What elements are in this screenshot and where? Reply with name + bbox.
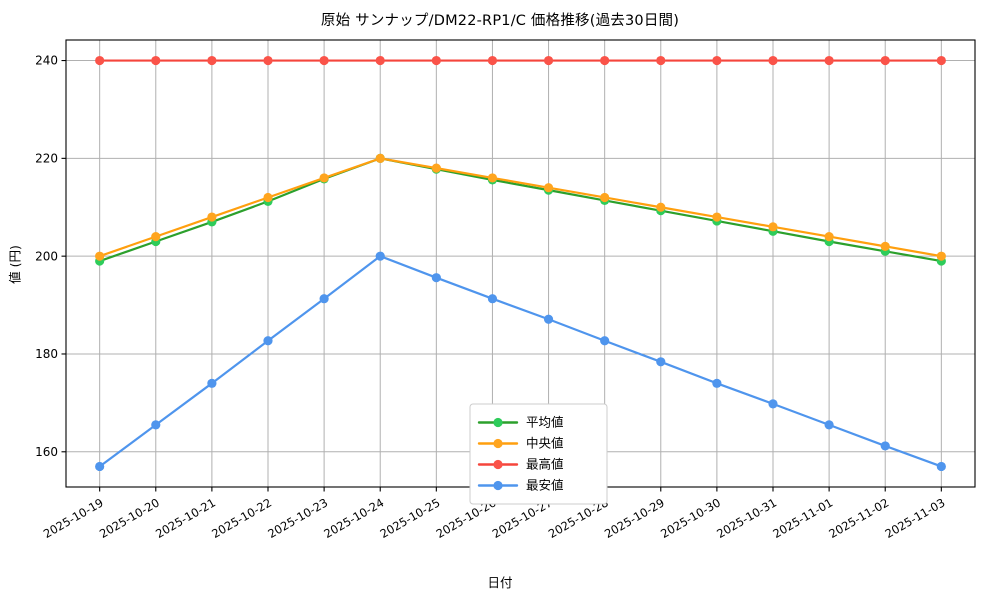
x-tick-label: 2025-11-01 <box>770 495 835 541</box>
data-point-marker <box>768 55 778 66</box>
x-tick-label: 2025-10-30 <box>658 495 723 541</box>
y-tick-label: 240 <box>35 54 58 68</box>
data-point-marker <box>207 212 217 222</box>
data-point-marker <box>712 378 722 388</box>
x-tick-label: 2025-10-29 <box>602 495 667 541</box>
data-point-marker <box>936 251 946 261</box>
y-tick-label: 220 <box>35 152 58 166</box>
legend-item-最高値[interactable]: 最高値 <box>477 457 564 472</box>
data-point-marker <box>207 378 217 388</box>
data-point-marker <box>375 251 385 261</box>
data-point-marker <box>431 273 441 283</box>
y-axis-ticks: 160 180 200 220 240 <box>35 54 66 459</box>
x-tick-label: 2025-10-22 <box>209 495 274 541</box>
data-point-marker <box>824 55 834 66</box>
x-axis-label: 日付 <box>487 575 513 590</box>
chart-title: 原始 サンナップ/DM22-RP1/C 価格推移(過去30日間) <box>320 13 680 29</box>
series-最高値 <box>95 55 946 66</box>
data-point-marker <box>95 55 105 66</box>
series-line <box>98 157 943 263</box>
x-tick-label: 2025-10-24 <box>321 495 386 541</box>
x-tick-label: 2025-10-19 <box>41 495 106 541</box>
data-point-marker <box>543 55 554 66</box>
legend-swatch-marker <box>493 459 503 470</box>
x-tick-label: 2025-11-02 <box>826 495 891 541</box>
data-point-marker <box>936 461 946 472</box>
data-point-marker <box>319 55 329 66</box>
y-tick-label: 180 <box>35 347 58 361</box>
series-平均値 <box>95 153 946 266</box>
data-point-marker <box>543 314 554 324</box>
data-point-marker <box>207 55 217 66</box>
data-point-marker <box>712 55 722 66</box>
data-point-marker <box>824 232 834 242</box>
y-axis-label: 値 (円) <box>7 245 23 284</box>
y-tick-label: 160 <box>35 445 58 459</box>
legend-label: 最高値 <box>526 457 564 472</box>
legend-swatch-marker <box>493 480 503 491</box>
data-point-marker <box>151 420 161 430</box>
data-point-marker <box>431 163 441 173</box>
data-point-marker <box>768 222 778 232</box>
data-point-marker <box>375 55 385 66</box>
data-point-marker <box>487 55 498 66</box>
data-point-marker <box>487 294 498 304</box>
legend-swatch-marker <box>493 438 503 449</box>
series-最安値 <box>95 251 946 472</box>
data-point-marker <box>600 192 610 203</box>
data-point-marker <box>656 357 666 367</box>
legend-background <box>469 403 608 505</box>
legend-item-最安値[interactable]: 最安値 <box>477 478 564 493</box>
data-point-marker <box>263 55 273 66</box>
legend-swatch-marker <box>493 417 503 428</box>
data-point-marker <box>600 336 610 346</box>
data-point-marker <box>375 153 385 163</box>
data-point-marker <box>319 173 329 183</box>
series-line <box>98 255 943 468</box>
x-tick-label: 2025-11-03 <box>883 495 948 541</box>
data-point-marker <box>880 441 890 451</box>
data-point-marker <box>431 55 441 66</box>
data-point-marker <box>263 192 273 203</box>
x-tick-label: 2025-10-20 <box>97 495 162 541</box>
data-series-group <box>95 55 946 472</box>
legend-item-平均値[interactable]: 平均値 <box>477 415 564 430</box>
data-point-marker <box>880 55 890 66</box>
data-point-marker <box>151 232 161 242</box>
data-point-marker <box>95 251 105 261</box>
series-中央値 <box>95 153 946 261</box>
gridlines <box>66 40 975 487</box>
x-tick-label: 2025-10-25 <box>378 495 443 541</box>
data-point-marker <box>712 212 722 222</box>
data-point-marker <box>656 55 666 66</box>
data-point-marker <box>600 55 610 66</box>
legend-label: 中央値 <box>526 436 564 451</box>
data-point-marker <box>487 173 498 183</box>
legend-label: 平均値 <box>526 415 564 430</box>
data-point-marker <box>936 55 946 66</box>
x-tick-label: 2025-10-23 <box>265 495 330 541</box>
data-point-marker <box>151 55 161 66</box>
x-tick-label: 2025-10-31 <box>714 495 779 541</box>
data-point-marker <box>768 399 778 409</box>
legend-label: 最安値 <box>526 478 564 493</box>
y-tick-label: 200 <box>35 249 58 263</box>
legend-item-中央値[interactable]: 中央値 <box>477 436 564 451</box>
data-point-marker <box>319 294 329 304</box>
data-point-marker <box>543 183 554 193</box>
series-line <box>98 157 943 258</box>
data-point-marker <box>824 420 834 430</box>
data-point-marker <box>263 336 273 346</box>
data-point-marker <box>656 202 666 212</box>
data-point-marker <box>95 461 105 472</box>
x-tick-label: 2025-10-21 <box>153 495 218 541</box>
data-point-marker <box>880 241 890 251</box>
